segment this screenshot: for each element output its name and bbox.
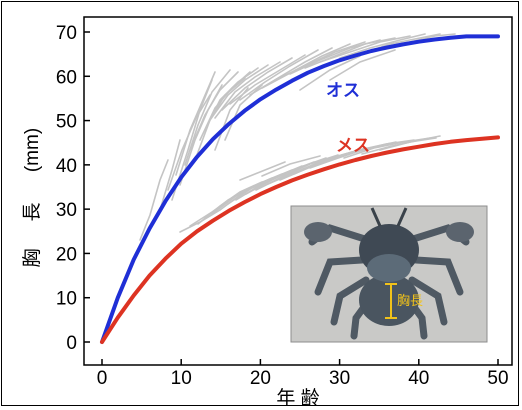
x-axis: 0 10 20 30 40 50 — [97, 359, 509, 389]
annotation-male: オス — [326, 81, 360, 100]
annotation-female: メス — [336, 136, 370, 155]
x-tick-label: 20 — [250, 368, 271, 389]
x-tick-label: 50 — [487, 368, 508, 389]
inset-label: 胸長 — [397, 293, 423, 308]
plot-area — [83, 16, 513, 366]
y-tick-label: 20 — [56, 244, 77, 265]
x-tick-label: 40 — [408, 368, 429, 389]
x-tick-label: 10 — [171, 368, 192, 389]
y-tick-label: 70 — [56, 23, 77, 44]
y-tick-label: 10 — [56, 289, 77, 310]
series-layer — [100, 34, 500, 344]
y-axis-title-char-2: 長 — [22, 202, 43, 221]
y-axis: 0 10 20 30 40 50 60 70 — [56, 23, 90, 354]
series-line-female — [100, 135, 500, 344]
measurement-bracket — [385, 283, 397, 319]
y-tick-label: 0 — [66, 333, 77, 354]
individual-growth-traces — [139, 33, 456, 241]
series-line-male — [100, 34, 500, 344]
x-tick-label: 0 — [97, 368, 108, 389]
y-axis-title-char-1: 胸 — [21, 248, 43, 267]
y-tick-label: 40 — [56, 156, 77, 177]
y-tick-label: 60 — [56, 67, 77, 88]
x-tick-label: 30 — [329, 368, 350, 389]
y-axis-title-unit: (mm) — [22, 128, 43, 172]
y-tick-label: 50 — [56, 112, 77, 133]
coconut-crab-photo-inset: 胸長 — [290, 205, 488, 343]
y-tick-label: 30 — [56, 200, 77, 221]
x-axis-title: 年 齢 — [276, 387, 319, 409]
